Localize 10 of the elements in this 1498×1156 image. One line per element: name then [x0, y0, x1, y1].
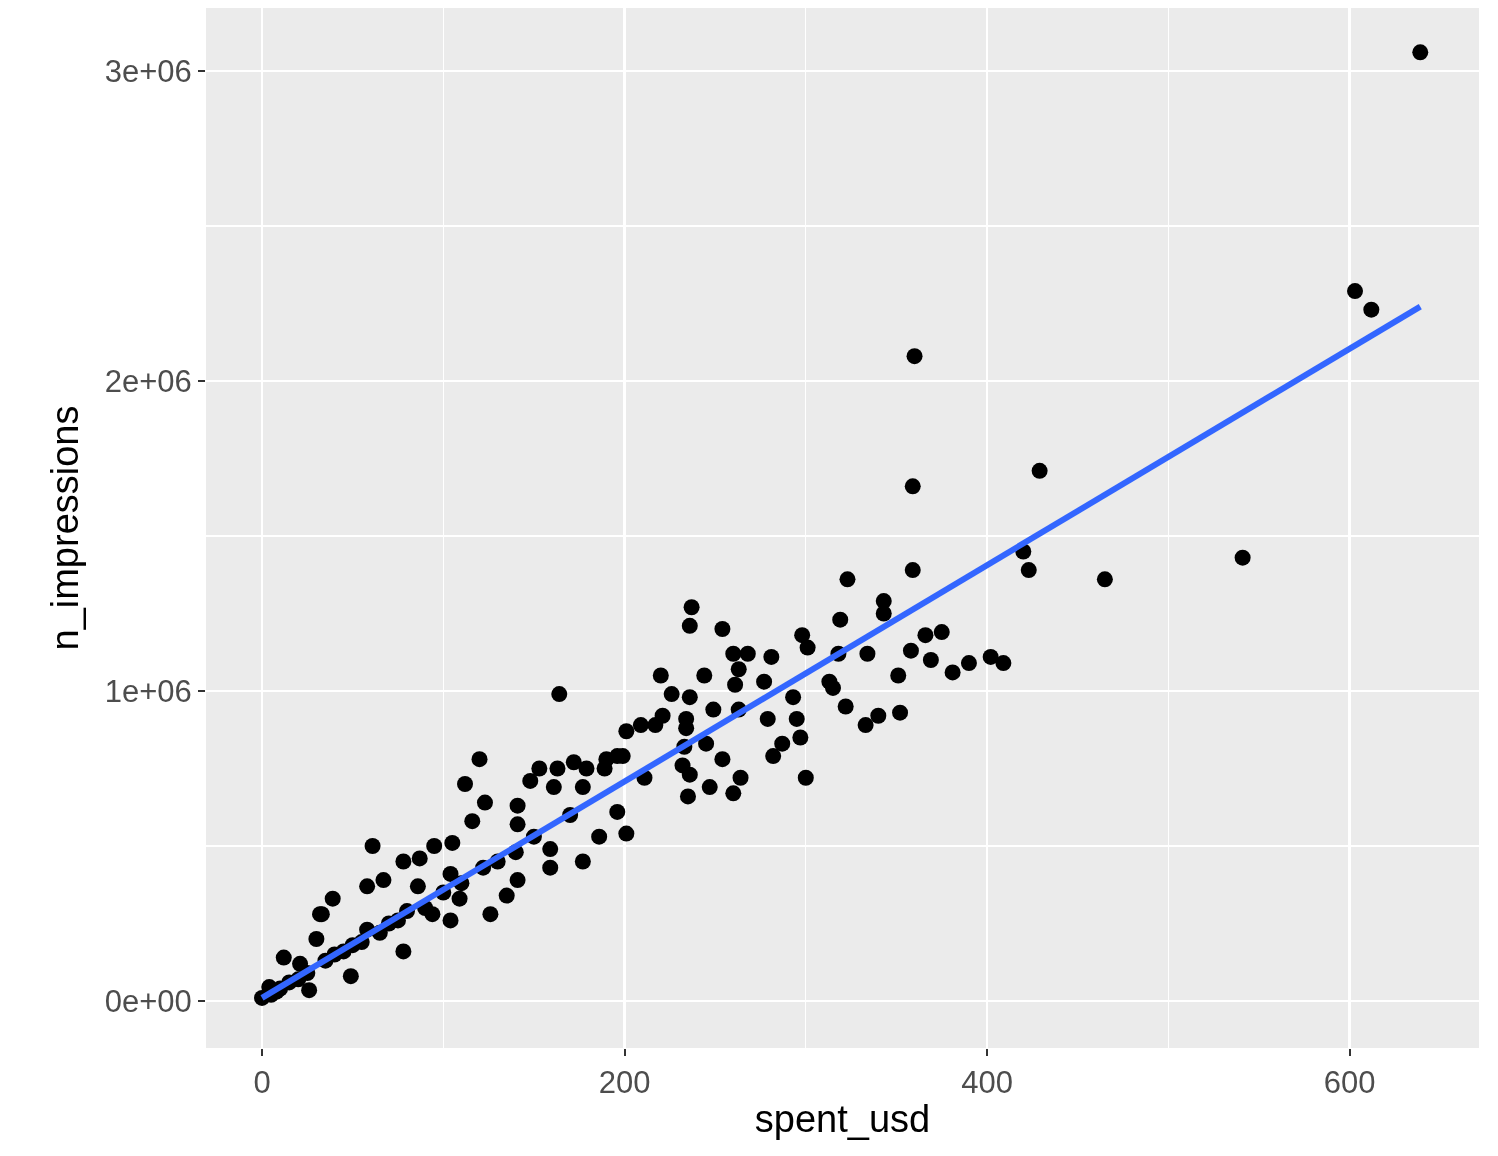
y-tick-label: 3e+06: [104, 53, 192, 89]
y-tick-label: 2e+06: [104, 363, 192, 399]
x-tick-label: 0: [253, 1065, 271, 1101]
x-axis-title: spent_usd: [754, 1098, 931, 1141]
x-tick-label: 200: [598, 1065, 651, 1101]
y-axis-title: n_impressions: [43, 405, 86, 651]
y-tick-label: 0e+00: [104, 983, 192, 1019]
y-tick-label: 1e+06: [104, 673, 192, 709]
x-tick-label: 400: [961, 1065, 1013, 1101]
x-tick-label: 600: [1323, 1065, 1376, 1101]
